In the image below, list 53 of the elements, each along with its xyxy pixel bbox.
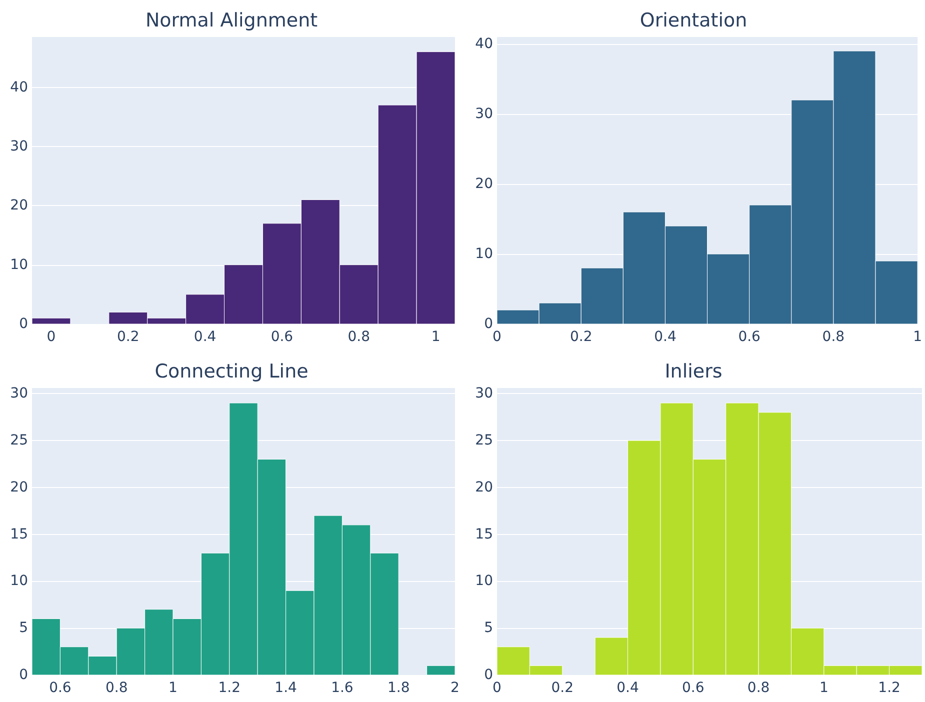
x-tick-label: 1.8	[387, 680, 410, 696]
x-tick-label: 0.8	[348, 329, 370, 345]
chart-title: Orientation	[640, 10, 748, 32]
y-tick-label: 10	[10, 256, 28, 273]
y-tick-label: 25	[475, 432, 493, 449]
x-tick-label: 1	[819, 680, 828, 696]
chart-title: Inliers	[664, 360, 722, 382]
y-tick-label: 20	[10, 479, 28, 496]
y-tick-label: 10	[475, 246, 493, 262]
y-tick-label: 0	[19, 316, 28, 332]
x-tick-label: 1.2	[878, 680, 900, 696]
y-tick-label: 25	[10, 432, 28, 449]
y-tick-label: 0	[484, 667, 493, 683]
y-tick-label: 40	[10, 79, 28, 96]
x-tick-label: 0.6	[270, 329, 294, 345]
x-tick-label: 1.6	[331, 680, 354, 696]
x-tick-label: 0.8	[747, 680, 770, 696]
x-tick-label: 1.2	[218, 680, 241, 696]
x-tick-label: 0.6	[682, 680, 704, 696]
chart-title: Normal Alignment	[145, 10, 318, 32]
x-tick-label: 0.2	[551, 680, 574, 696]
x-tick-label: 1.4	[274, 680, 298, 696]
x-tick-label: 0.8	[822, 329, 845, 345]
chart-title: Connecting Line	[154, 360, 308, 382]
x-tick-label: 1	[431, 329, 440, 345]
x-tick-label: 0.4	[194, 329, 216, 345]
y-tick-label: 30	[475, 106, 493, 122]
x-tick-label: 0.2	[570, 329, 592, 345]
x-tick-label: 1	[168, 680, 178, 696]
y-tick-label: 30	[10, 138, 28, 154]
y-tick-label: 0	[19, 667, 28, 683]
y-tick-label: 10	[10, 573, 28, 590]
y-tick-label: 20	[475, 176, 493, 192]
x-tick-label: 0.2	[117, 329, 140, 345]
x-tick-label: 1	[913, 329, 922, 345]
x-tick-label: 0.4	[616, 680, 639, 696]
x-tick-label: 0	[46, 329, 56, 345]
y-tick-label: 20	[475, 479, 493, 496]
y-tick-label: 40	[475, 36, 493, 52]
x-tick-label: 2	[450, 680, 460, 696]
y-tick-label: 15	[475, 526, 493, 542]
y-tick-label: 5	[484, 620, 493, 636]
y-tick-label: 30	[475, 386, 493, 402]
x-tick-label: 0.6	[738, 329, 761, 345]
y-tick-label: 15	[10, 526, 28, 542]
y-tick-label: 10	[475, 573, 493, 590]
y-tick-label: 5	[19, 620, 28, 636]
y-tick-label: 20	[10, 198, 28, 214]
x-tick-label: 0.6	[49, 680, 72, 696]
y-tick-label: 0	[484, 316, 493, 332]
x-tick-label: 0.4	[654, 329, 676, 345]
y-tick-label: 30	[10, 386, 28, 402]
x-tick-label: 0.8	[105, 680, 128, 696]
